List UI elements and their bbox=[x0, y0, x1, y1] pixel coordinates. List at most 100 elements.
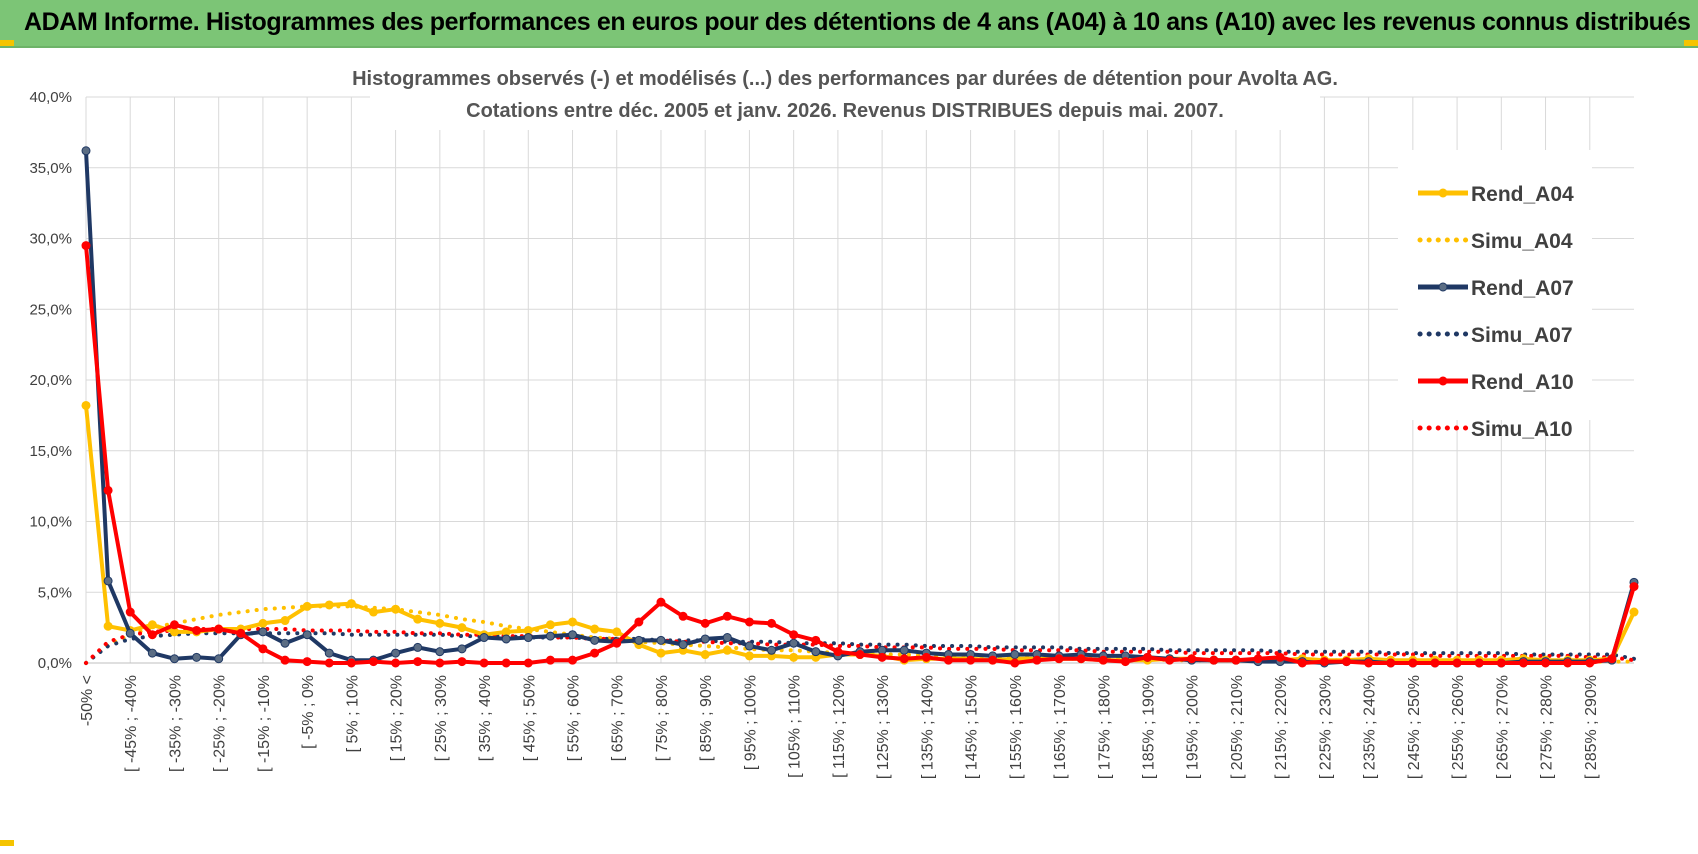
legend-item-rend-a10: Rend_A10 bbox=[1418, 371, 1574, 394]
data-point bbox=[457, 644, 467, 654]
legend-label: Simu_A07 bbox=[1471, 324, 1573, 347]
x-tick-label: [ 55% ; 60% bbox=[566, 675, 583, 761]
x-tick-label: [ 165% ; 170% bbox=[1052, 675, 1069, 779]
series-lines bbox=[81, 146, 1639, 668]
data-point bbox=[1496, 658, 1506, 668]
data-point bbox=[744, 617, 754, 627]
data-point bbox=[921, 652, 931, 662]
x-tick-label: [ 245% ; 250% bbox=[1406, 675, 1423, 779]
data-point bbox=[169, 620, 179, 630]
data-point bbox=[457, 657, 467, 667]
page-title: ADAM Informe. Histogrammes des performan… bbox=[24, 8, 1691, 36]
series-rend-a10 bbox=[81, 241, 1639, 668]
series-rend-a04 bbox=[81, 400, 1639, 665]
legend-label: Rend_A04 bbox=[1471, 183, 1574, 206]
data-point bbox=[302, 630, 312, 640]
x-tick-label: -50% < bbox=[79, 675, 96, 726]
legend-item-simu-a07: Simu_A07 bbox=[1417, 324, 1573, 347]
data-point bbox=[280, 655, 290, 665]
data-point bbox=[479, 633, 489, 643]
legend-label: Rend_A07 bbox=[1471, 277, 1574, 300]
data-point bbox=[391, 604, 401, 614]
data-point bbox=[346, 599, 356, 609]
data-point bbox=[700, 618, 710, 628]
corner-mark bbox=[0, 40, 14, 46]
x-tick-label: [ 285% ; 290% bbox=[1583, 675, 1600, 779]
data-point bbox=[789, 630, 799, 640]
legend-label: Simu_A04 bbox=[1471, 230, 1573, 253]
x-tick-label: [ 45% ; 50% bbox=[521, 675, 538, 761]
data-point bbox=[1452, 658, 1462, 668]
data-point bbox=[479, 658, 489, 668]
data-point bbox=[1541, 658, 1551, 668]
x-tick-label: [ 75% ; 80% bbox=[654, 675, 671, 761]
series-line bbox=[84, 627, 1636, 665]
x-tick-label: [ -5% ; 0% bbox=[300, 675, 317, 749]
data-point bbox=[258, 618, 268, 628]
x-tick-label: [ 215% ; 220% bbox=[1273, 675, 1290, 779]
data-point bbox=[656, 635, 666, 645]
chart-title-line-2: Cotations entre déc. 2005 et janv. 2026.… bbox=[466, 100, 1224, 122]
data-point bbox=[568, 617, 578, 627]
corner-mark bbox=[1684, 40, 1698, 46]
data-point bbox=[855, 650, 865, 660]
data-point bbox=[722, 611, 732, 621]
data-point bbox=[236, 628, 246, 638]
data-point bbox=[1629, 607, 1639, 617]
data-point bbox=[1142, 652, 1152, 662]
data-point bbox=[877, 652, 887, 662]
legend-item-rend-a04: Rend_A04 bbox=[1418, 183, 1574, 206]
data-point bbox=[1518, 658, 1528, 668]
histogram-chart: 0,0% 5,0% 10,0% 15,0% 20,0% 25,0% 30,0% 35,0% 40… bbox=[29, 60, 1639, 779]
data-point bbox=[1585, 658, 1595, 668]
legend-marker bbox=[1438, 376, 1448, 386]
data-point bbox=[568, 655, 578, 665]
data-point bbox=[1319, 657, 1329, 667]
data-point bbox=[81, 146, 91, 156]
y-tick-label: 20,0% bbox=[29, 372, 72, 389]
data-point bbox=[656, 597, 666, 607]
x-tick-label: [ 155% ; 160% bbox=[1008, 675, 1025, 779]
x-tick-label: [ 185% ; 190% bbox=[1140, 675, 1157, 779]
data-point bbox=[1297, 658, 1307, 668]
legend-item-simu-a10: Simu_A10 bbox=[1417, 418, 1573, 441]
data-point bbox=[302, 601, 312, 611]
data-point bbox=[1032, 655, 1042, 665]
y-tick-label: 25,0% bbox=[29, 301, 72, 318]
data-point bbox=[612, 638, 622, 648]
data-point bbox=[1231, 655, 1241, 665]
data-point bbox=[1253, 654, 1263, 664]
data-point bbox=[413, 657, 423, 667]
data-point bbox=[103, 621, 113, 631]
data-point bbox=[833, 647, 843, 657]
data-point bbox=[789, 652, 799, 662]
y-tick-label: 15,0% bbox=[29, 443, 72, 460]
data-point bbox=[1629, 582, 1639, 592]
data-point bbox=[943, 655, 953, 665]
legend-label: Rend_A10 bbox=[1471, 371, 1574, 394]
x-tick-label: [ -15% ; -10% bbox=[256, 675, 273, 772]
data-point bbox=[966, 655, 976, 665]
y-tick-label: 35,0% bbox=[29, 160, 72, 177]
data-point bbox=[744, 651, 754, 661]
data-point bbox=[744, 641, 754, 651]
data-point bbox=[192, 652, 202, 662]
data-point bbox=[258, 627, 268, 637]
y-tick-label: 5,0% bbox=[38, 584, 72, 601]
legend-item-rend-a07: Rend_A07 bbox=[1418, 277, 1574, 300]
data-point bbox=[1187, 654, 1197, 664]
data-point bbox=[346, 658, 356, 668]
data-point bbox=[1342, 657, 1352, 667]
legend-marker bbox=[1438, 188, 1448, 198]
data-point bbox=[700, 634, 710, 644]
data-point bbox=[811, 635, 821, 645]
data-point bbox=[324, 658, 334, 668]
y-tick-label: 40,0% bbox=[29, 89, 72, 106]
data-point bbox=[634, 617, 644, 627]
data-point bbox=[214, 624, 224, 634]
data-point bbox=[722, 645, 732, 655]
data-point bbox=[391, 648, 401, 658]
data-point bbox=[722, 633, 732, 643]
series-simu-a07 bbox=[84, 631, 1636, 665]
data-point bbox=[435, 618, 445, 628]
